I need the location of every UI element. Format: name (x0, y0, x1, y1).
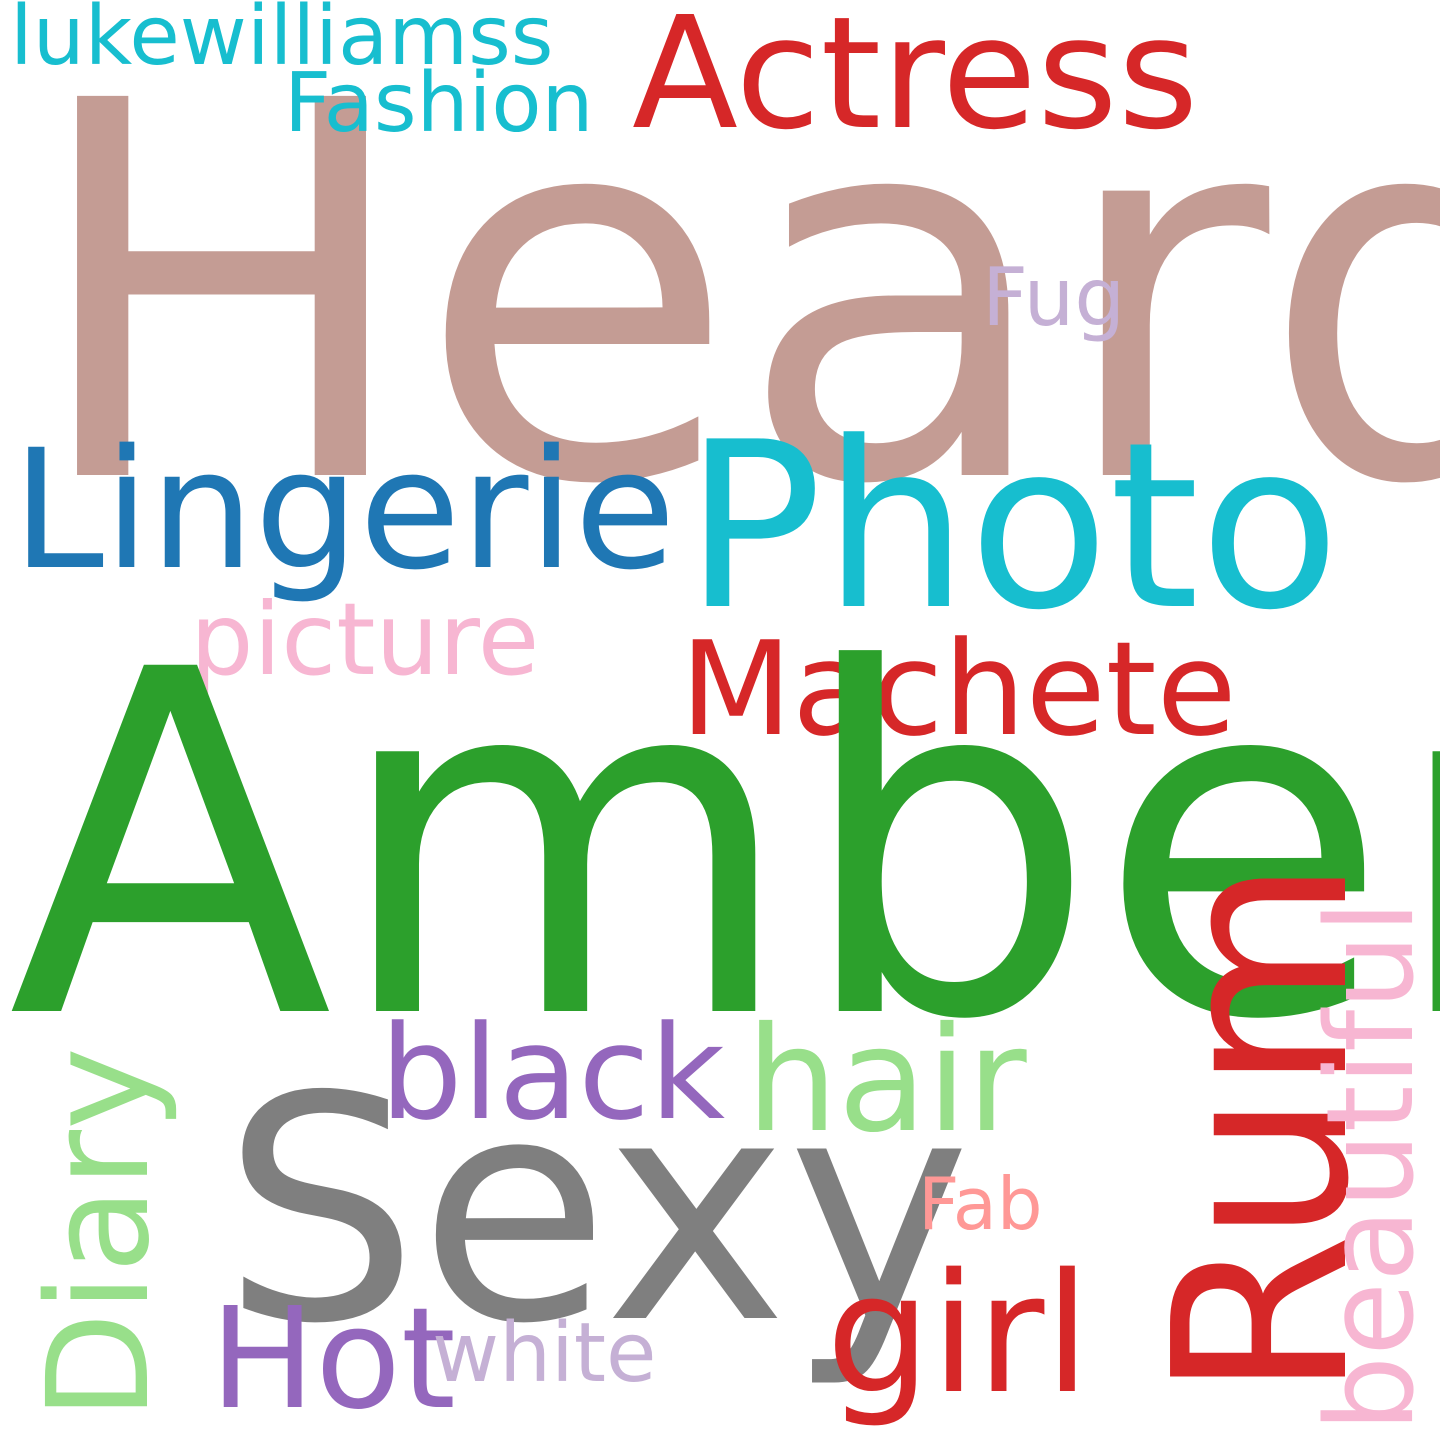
word-machete: Machete (680, 613, 1237, 765)
word-picture: picture (190, 581, 540, 698)
word-diary: Diary (18, 1047, 181, 1420)
word-fashion: Fashion (284, 56, 594, 151)
word-hair: hair (746, 996, 1027, 1165)
word-beautiful: beautiful (1302, 900, 1440, 1432)
word-girl: girl (826, 1238, 1091, 1430)
word-fab: Fab (918, 1162, 1043, 1246)
word-black: black (380, 997, 726, 1149)
word-hot: Hot (210, 1278, 456, 1440)
word-sexy: Sexy (222, 1031, 971, 1392)
word-amber: Amber (8, 571, 1440, 1124)
word-heard: Heard (26, 0, 1440, 598)
word-lingerie: Lingerie (12, 414, 676, 606)
word-lukewilliamss: lukewilliamss (10, 0, 554, 84)
word-actress: Actress (632, 0, 1199, 164)
word-photo: Photo (684, 394, 1341, 661)
word-fug: Fug (982, 251, 1126, 344)
word-white: white (432, 1306, 657, 1401)
